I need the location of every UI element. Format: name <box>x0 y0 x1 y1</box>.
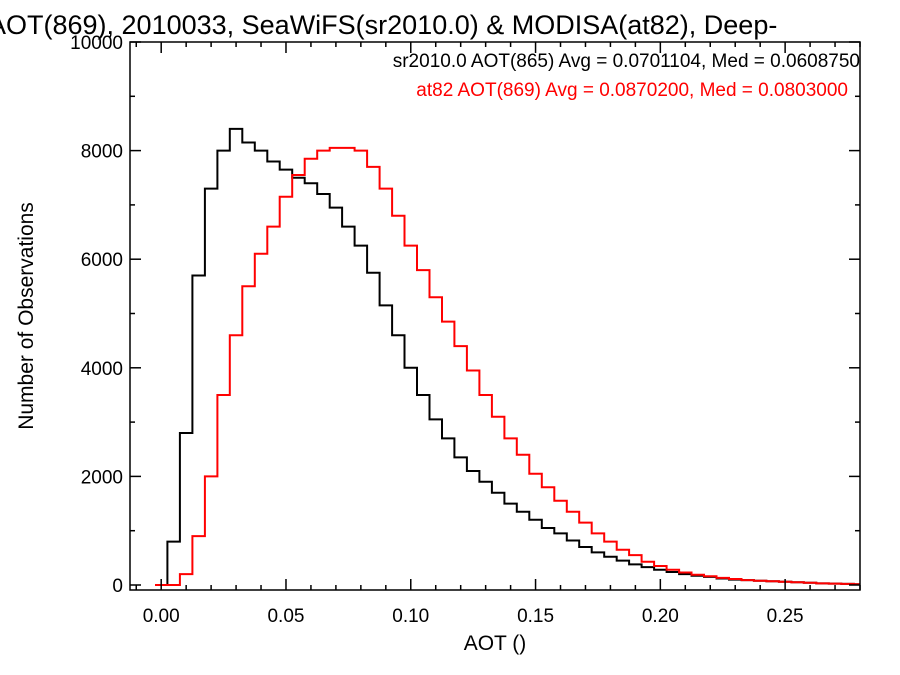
plot-frame <box>129 41 861 591</box>
x-tick-label: 0.25 <box>767 606 804 627</box>
x-tick-label: 0.05 <box>267 606 304 627</box>
y-tick-label: 2000 <box>81 467 123 488</box>
series-layer <box>155 127 860 586</box>
y-tick-label: 10000 <box>70 33 123 54</box>
y-tick-label: 0 <box>112 576 123 597</box>
x-axis-label: AOT () <box>464 632 527 655</box>
series-line-at82 <box>155 146 860 586</box>
chart-title: AOT(869), 2010033, SeaWiFS(sr2010.0) & M… <box>0 10 777 40</box>
stats-annotation-at82: at82 AOT(869) Avg = 0.0870200, Med = 0.0… <box>416 80 848 101</box>
stats-annotation-sr2010: sr2010.0 AOT(865) Avg = 0.0701104, Med =… <box>393 51 860 72</box>
x-tick-label: 0.20 <box>642 606 679 627</box>
y-tick-label: 4000 <box>81 359 123 380</box>
x-tick-label: 0.00 <box>143 606 180 627</box>
tick-layer: 0.00 0.05 0.10 0.15 0.20 0.25 0 2000 4000 6000 800… <box>70 33 861 627</box>
y-tick-label: 6000 <box>81 250 123 271</box>
y-tick-label: 8000 <box>81 142 123 163</box>
x-tick-label: 0.15 <box>517 606 554 627</box>
y-axis-label: Number of Observations <box>15 202 38 430</box>
x-tick-label: 0.10 <box>392 606 429 627</box>
